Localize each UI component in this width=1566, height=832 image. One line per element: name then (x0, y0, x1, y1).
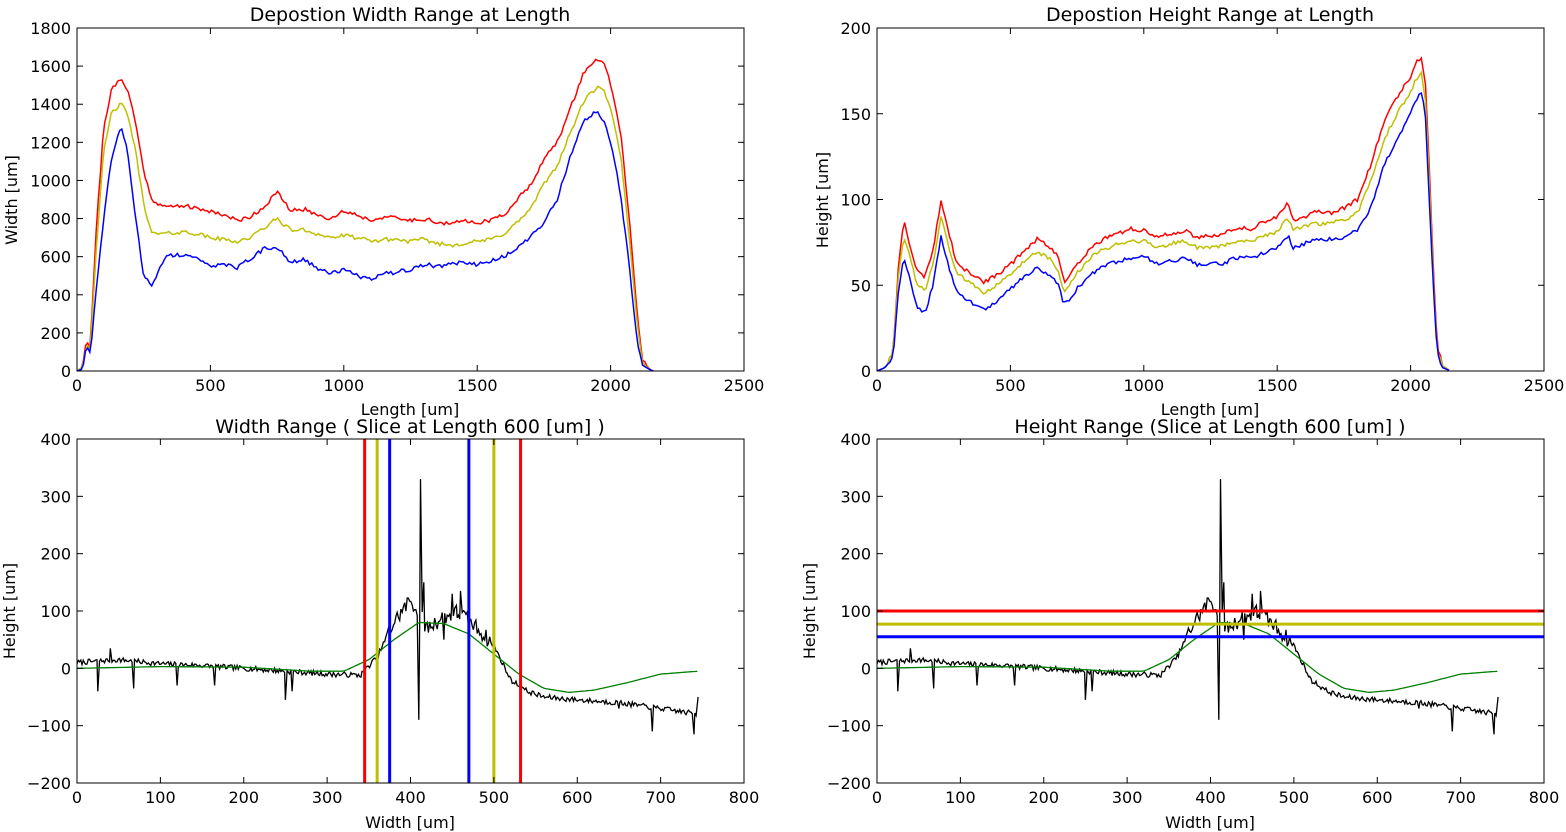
xtick-label: 0 (872, 788, 882, 807)
xtick-label: 2000 (1390, 376, 1431, 395)
xtick-label: 0 (72, 788, 82, 807)
xtick-label: 300 (1112, 788, 1143, 807)
series-blue-width-vs-length (77, 110, 654, 371)
plot-area-height-slice (877, 479, 1544, 735)
title-height-slice: Height Range (Slice at Length 600 [um] ) (1014, 416, 1405, 438)
ytick-label: 1000 (30, 171, 71, 190)
series-yellow-height-vs-length (877, 70, 1450, 371)
series-measured-height-slice (877, 479, 1499, 735)
xtick-label: 200 (228, 788, 259, 807)
series-red-width-vs-length (77, 58, 654, 371)
xtick-label: 300 (312, 788, 343, 807)
ytick-label: −200 (827, 774, 871, 793)
ytick-label: −100 (27, 717, 71, 736)
panel-height-vs-length: Depostion Height Range at Length Length … (813, 4, 1564, 419)
series-red-height-vs-length (877, 56, 1450, 371)
xtick-label: 1000 (323, 376, 364, 395)
xtick-label: 2500 (1524, 376, 1565, 395)
title-width-slice: Width Range ( Slice at Length 600 [um] ) (215, 416, 605, 438)
ytick-label: 50 (851, 276, 871, 295)
xtick-label: 0 (872, 376, 882, 395)
ytick-label: 200 (40, 545, 71, 564)
axes-frame-width-vs-length (76, 27, 745, 372)
panel-width-vs-length: Depostion Width Range at Length Length [… (2, 4, 764, 419)
xtick-label: 100 (945, 788, 976, 807)
series-yellow-width-vs-length (77, 85, 654, 371)
title-height-vs-length: Depostion Height Range at Length (1046, 4, 1374, 26)
ylabel-height-vs-length: Height [um] (813, 152, 832, 248)
ytick-label: 1800 (30, 19, 71, 38)
ytick-label: 100 (840, 191, 871, 210)
xtick-label: 200 (1028, 788, 1059, 807)
xtick-label: 500 (195, 376, 226, 395)
ytick-label: −200 (27, 774, 71, 793)
xtick-label: 100 (145, 788, 176, 807)
ytick-label: 150 (840, 105, 871, 124)
ytick-label: −100 (827, 717, 871, 736)
ytick-label: 1600 (30, 57, 71, 76)
xtick-label: 800 (729, 788, 760, 807)
xtick-label: 2000 (590, 376, 631, 395)
xlabel-height-slice: Width [um] (1165, 813, 1255, 832)
ytick-label: 200 (40, 324, 71, 343)
xtick-label: 400 (395, 788, 426, 807)
xtick-label: 0 (72, 376, 82, 395)
series-measured-width-slice (77, 479, 699, 735)
series-fit-height-slice (877, 621, 1498, 693)
ytick-label: 400 (840, 430, 871, 449)
ytick-label: 0 (61, 659, 71, 678)
ytick-label: 800 (40, 210, 71, 229)
panel-width-slice: Width Range ( Slice at Length 600 [um] )… (0, 416, 759, 832)
axes-frame-width-slice (76, 438, 745, 784)
xtick-label: 600 (1362, 788, 1393, 807)
ytick-label: 100 (840, 602, 871, 621)
xtick-label: 500 (995, 376, 1026, 395)
xtick-label: 500 (1279, 788, 1310, 807)
xlabel-width-vs-length: Length [um] (361, 400, 459, 419)
xtick-label: 700 (645, 788, 676, 807)
ytick-label: 400 (40, 286, 71, 305)
series-blue-height-vs-length (877, 92, 1450, 371)
xtick-label: 600 (562, 788, 593, 807)
ytick-label: 1400 (30, 95, 71, 114)
axes-frame-height-vs-length (876, 27, 1545, 372)
ytick-label: 300 (840, 487, 871, 506)
title-width-vs-length: Depostion Width Range at Length (250, 4, 571, 26)
plot-area-height-vs-length (877, 56, 1450, 371)
ytick-label: 0 (861, 659, 871, 678)
panel-height-slice: Height Range (Slice at Length 600 [um] )… (800, 416, 1559, 832)
ytick-label: 100 (40, 602, 71, 621)
series-fit-width-slice (77, 621, 698, 693)
ylabel-height-slice: Height [um] (800, 563, 819, 659)
xlabel-height-vs-length: Length [um] (1161, 400, 1259, 419)
ytick-label: 400 (40, 430, 71, 449)
xtick-label: 500 (479, 788, 510, 807)
xlabel-width-slice: Width [um] (365, 813, 455, 832)
xtick-label: 400 (1195, 788, 1226, 807)
ytick-label: 0 (61, 362, 71, 381)
ytick-label: 200 (840, 19, 871, 38)
ylabel-width-slice: Height [um] (0, 563, 19, 659)
ytick-label: 0 (861, 362, 871, 381)
xtick-label: 700 (1445, 788, 1476, 807)
xtick-label: 800 (1529, 788, 1560, 807)
ytick-label: 200 (840, 545, 871, 564)
xtick-label: 1500 (457, 376, 498, 395)
xtick-label: 2500 (724, 376, 765, 395)
ytick-label: 300 (40, 487, 71, 506)
plot-area-width-slice (77, 439, 699, 783)
xtick-label: 1500 (1257, 376, 1298, 395)
ytick-label: 600 (40, 248, 71, 267)
plot-area-width-vs-length (77, 58, 654, 371)
ytick-label: 1200 (30, 133, 71, 152)
ylabel-width-vs-length: Width [um] (2, 155, 21, 245)
xtick-label: 1000 (1123, 376, 1164, 395)
